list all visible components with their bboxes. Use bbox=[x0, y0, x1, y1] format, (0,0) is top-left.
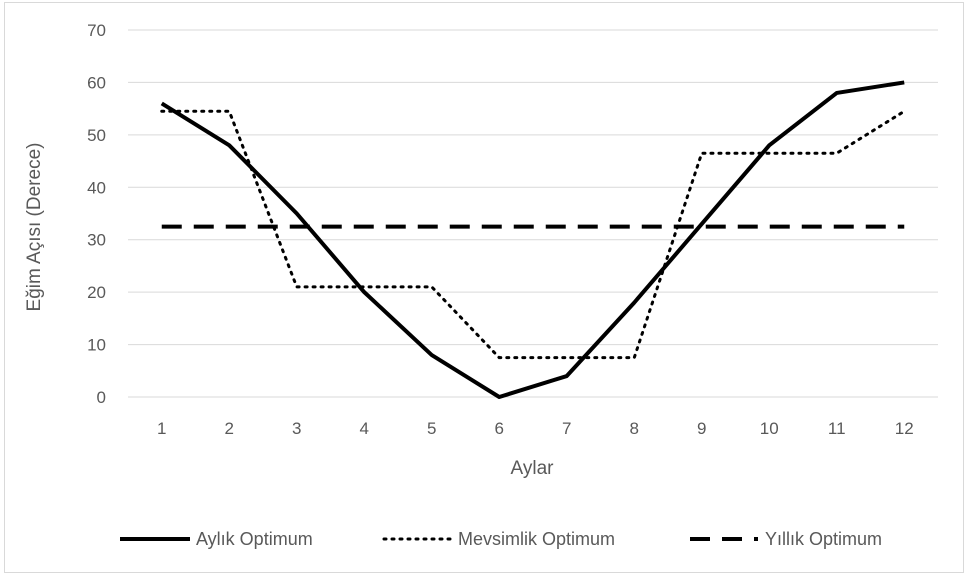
legend-label-1: Mevsimlik Optimum bbox=[458, 529, 615, 549]
x-tick-label: 8 bbox=[630, 419, 639, 438]
y-tick-label: 50 bbox=[87, 126, 106, 145]
x-tick-label: 1 bbox=[157, 419, 166, 438]
y-tick-label: 70 bbox=[87, 21, 106, 40]
y-axis-title: Eğim Açısı (Derece) bbox=[24, 143, 45, 312]
legend-label-0: Aylık Optimum bbox=[196, 529, 313, 549]
y-tick-label: 10 bbox=[87, 336, 106, 355]
x-tick-label: 2 bbox=[225, 419, 234, 438]
chart-frame bbox=[4, 2, 964, 573]
legend-label-2: Yıllık Optimum bbox=[765, 529, 882, 549]
series-line-0 bbox=[160, 80, 905, 399]
x-tick-label: 4 bbox=[360, 419, 369, 438]
y-tick-label: 30 bbox=[87, 231, 106, 250]
x-tick-label: 9 bbox=[697, 419, 706, 438]
x-tick-label: 11 bbox=[828, 419, 846, 438]
x-tick-label: 6 bbox=[495, 419, 504, 438]
y-tick-label: 60 bbox=[87, 73, 106, 92]
x-tick-labels: 1 2 3 4 5 6 7 8 9 10 11 12 bbox=[157, 419, 914, 438]
x-axis-title: Aylar bbox=[511, 458, 555, 479]
series-line-1 bbox=[160, 109, 906, 360]
y-tick-labels: 0 10 20 30 40 50 60 70 bbox=[87, 21, 106, 407]
legend: Aylık Optimum Mevsimlik Optimum Yıllık Opt… bbox=[120, 529, 882, 549]
x-tick-label: 10 bbox=[760, 419, 779, 438]
gridlines bbox=[128, 29, 938, 398]
x-tick-label: 3 bbox=[292, 419, 301, 438]
y-tick-label: 20 bbox=[87, 283, 106, 302]
x-tick-label: 7 bbox=[562, 419, 571, 438]
x-tick-label: 5 bbox=[427, 419, 436, 438]
y-tick-label: 40 bbox=[87, 178, 106, 197]
x-tick-label: 12 bbox=[895, 419, 914, 438]
series-lines bbox=[160, 80, 906, 399]
y-tick-label: 0 bbox=[97, 388, 106, 407]
